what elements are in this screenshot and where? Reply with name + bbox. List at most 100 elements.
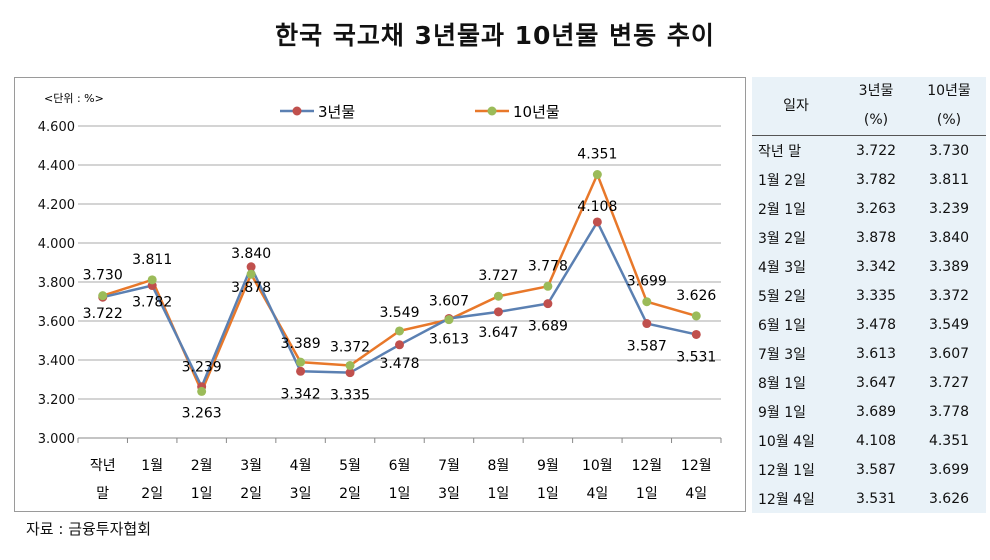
x-tick-label: 1일	[636, 486, 658, 502]
x-tick-label: 7월	[438, 458, 460, 474]
x-tick-label: 4일	[685, 486, 707, 502]
table-cell-10y: 3.778	[928, 403, 970, 420]
table-cell-date: 12월 1일	[758, 462, 815, 479]
y-tick-label: 4.200	[38, 198, 75, 213]
data-label: 3.626	[676, 288, 716, 304]
data-point	[147, 275, 157, 285]
data-label: 3.730	[83, 268, 123, 284]
data-point	[642, 297, 652, 307]
table-cell-3y: 3.531	[855, 490, 897, 507]
data-point	[395, 340, 404, 350]
table-cell-3y: 3.878	[855, 229, 897, 246]
table-cell-3y: 3.722	[855, 142, 897, 159]
data-label: 3.607	[429, 294, 469, 310]
x-tick-label: 작년	[90, 458, 116, 474]
table-cell-10y: 3.727	[928, 374, 970, 391]
table-cell-3y: 3.613	[855, 345, 897, 362]
table-cell-3y: 3.335	[855, 287, 897, 304]
table-cell-3y: 4.108	[855, 432, 897, 449]
x-tick-label: 6월	[389, 458, 411, 474]
data-point	[246, 262, 256, 272]
table-cell-date: 6월 1일	[758, 317, 807, 334]
x-tick-label: 2일	[339, 486, 361, 502]
y-tick-label: 3.000	[38, 432, 75, 447]
data-label: 3.531	[676, 349, 716, 365]
data-label: 3.647	[478, 325, 518, 341]
data-label: 3.782	[132, 295, 172, 311]
data-point	[98, 291, 108, 301]
table-cell-3y: 3.342	[855, 258, 897, 275]
table-row: 9월 1일 3.689 3.778	[752, 397, 986, 426]
data-label: 3.587	[627, 339, 667, 355]
table-cell-10y: 3.730	[928, 142, 970, 159]
table-cell-10y: 3.239	[928, 200, 970, 217]
data-label: 3.372	[330, 339, 370, 355]
table-row: 8월 1일 3.647 3.727	[752, 368, 986, 397]
data-label: 4.108	[577, 199, 617, 215]
table-cell-10y: 3.840	[928, 229, 970, 246]
data-point	[691, 329, 701, 339]
table-cell-date: 4월 3일	[758, 259, 807, 276]
data-label: 3.549	[379, 305, 419, 321]
x-tick-label: 4월	[290, 458, 312, 474]
table-row: 7월 3일 3.613 3.607	[752, 339, 986, 368]
x-tick-label: 1일	[389, 486, 411, 502]
table-row: 3월 2일 3.878 3.840	[752, 223, 986, 252]
data-label: 3.263	[182, 406, 222, 422]
table-row: 12월 1일 3.587 3.699	[752, 455, 986, 484]
data-label: 4.351	[577, 147, 617, 163]
table-cell-date: 10월 4일	[758, 433, 815, 450]
data-label: 3.778	[528, 258, 568, 274]
table-cell-10y: 3.811	[928, 171, 970, 188]
x-tick-label: 2일	[240, 486, 262, 502]
table-row: 2월 1일 3.263 3.239	[752, 194, 986, 223]
data-point	[296, 357, 306, 367]
x-tick-label: 5월	[339, 458, 361, 474]
table-cell-10y: 4.351	[928, 432, 970, 449]
table-header-row: 일자 3년물 (%) 10년물 (%)	[752, 77, 986, 136]
x-tick-label: 9월	[537, 458, 559, 474]
data-point	[642, 319, 652, 329]
legend-marker	[292, 106, 302, 116]
x-tick-label: 1월	[141, 458, 163, 474]
table-row: 6월 1일 3.478 3.549	[752, 310, 986, 339]
table-cell-10y: 3.699	[928, 461, 970, 478]
legend-label: 3년물	[318, 103, 355, 121]
data-point	[493, 291, 503, 301]
table-cell-10y: 3.389	[928, 258, 970, 275]
data-label: 3.335	[330, 388, 370, 404]
y-tick-label: 3.200	[38, 393, 75, 408]
table-cell-10y: 3.549	[928, 316, 970, 333]
data-point	[345, 360, 355, 370]
table-cell-date: 1월 2일	[758, 172, 807, 189]
table-row: 12월 4일 3.531 3.626	[752, 484, 986, 513]
unit-label: <단위 : %>	[44, 92, 104, 105]
legend-label: 10년물	[513, 103, 560, 121]
table-cell-10y: 3.607	[928, 345, 970, 362]
y-tick-label: 4.000	[38, 237, 75, 252]
table-cell-date: 7월 3일	[758, 346, 807, 363]
data-label: 3.613	[429, 331, 469, 347]
data-point	[246, 269, 256, 279]
table-header-cell: 일자	[752, 77, 840, 136]
line-chart: 3.000 3.200 3.400 3.600 3.800 4.000 4.200 4.400…	[14, 77, 746, 512]
page-title: 한국 국고채 3년물과 10년물 변동 추이	[275, 21, 715, 50]
table-cell-date: 9월 1일	[758, 404, 807, 421]
table-cell-10y: 3.372	[928, 287, 970, 304]
y-tick-label: 3.800	[38, 276, 75, 291]
table-cell-date: 8월 1일	[758, 375, 807, 392]
data-point	[197, 386, 207, 396]
table-cell-3y: 3.587	[855, 461, 897, 478]
data-point	[296, 366, 306, 376]
table-cell-date: 12월 4일	[758, 491, 815, 508]
table-cell-3y: 3.263	[855, 200, 897, 217]
x-tick-label: 4일	[586, 486, 608, 502]
x-tick-label: 10월	[582, 458, 613, 474]
data-table: 일자 3년물 (%) 10년물 (%) 작년 말 3.722 3.730 1월 2일 3.782 3…	[752, 77, 986, 513]
table-row: 10월 4일 4.108 4.351	[752, 426, 986, 455]
y-tick-label: 4.400	[38, 159, 75, 174]
y-tick-label: 3.400	[38, 354, 75, 369]
x-tick-label: 말	[96, 486, 109, 502]
table-cell-10y: 3.626	[928, 490, 970, 507]
data-label: 3.389	[281, 336, 321, 352]
